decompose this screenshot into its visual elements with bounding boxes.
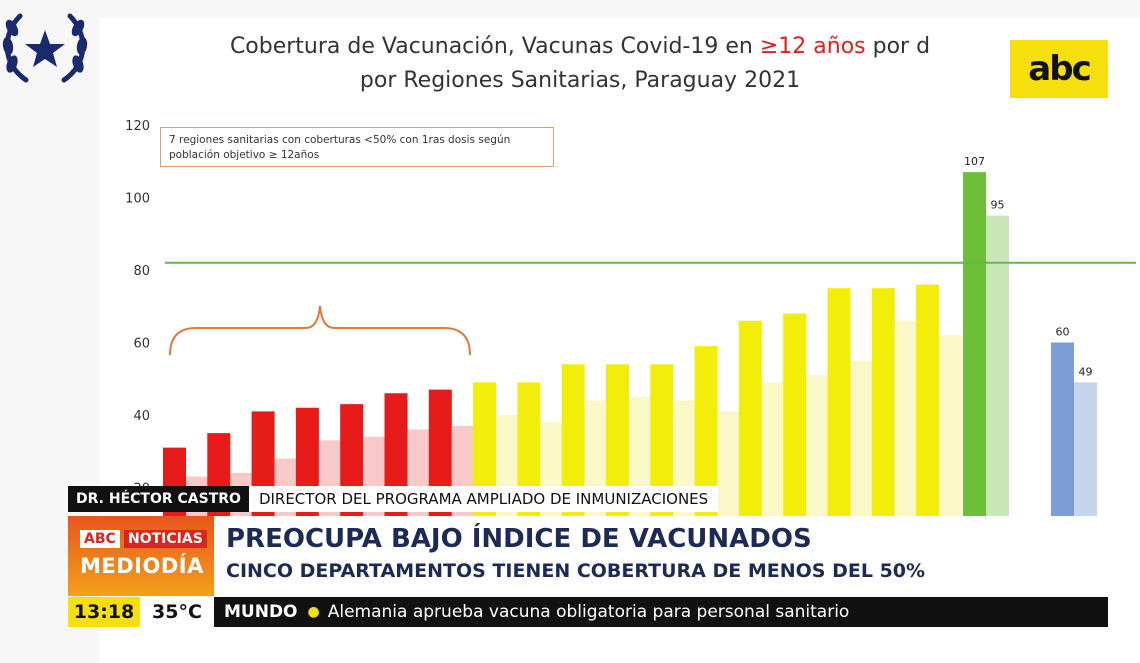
title-part2: por d: [872, 34, 931, 59]
show-brand: ABC NOTICIAS MEDIODÍA: [68, 516, 214, 596]
data-label: 95: [991, 199, 1005, 212]
bar-series1: [827, 288, 851, 560]
bar-series1: [963, 172, 986, 560]
y-tick-label: 100: [125, 192, 150, 207]
bar-series1: [517, 382, 541, 560]
temperature: 35°C: [140, 597, 214, 627]
y-tick-label: 120: [125, 119, 150, 134]
bar-series1: [916, 284, 940, 560]
title-line2: por Regiones Sanitarias, Paraguay 2021: [359, 68, 801, 93]
bar-series2: [761, 382, 785, 560]
brand-noticias: NOTICIAS: [124, 530, 207, 548]
data-label: 49: [1079, 365, 1093, 378]
y-tick-label: 60: [133, 337, 150, 352]
chart-annotation: 7 regiones sanitarias con coberturas <50…: [160, 127, 554, 167]
abc-logo: abc: [1010, 40, 1108, 98]
title-part1: Cobertura de Vacunación, Vacunas Covid-1…: [229, 34, 753, 59]
bar-series2: [850, 360, 874, 560]
headline: PREOCUPA BAJO ÍNDICE DE VACUNADOS: [226, 524, 812, 554]
brand-abc: ABC: [80, 530, 120, 548]
bar-series2: [1074, 382, 1097, 560]
ticker-dot-icon: ●: [307, 604, 320, 620]
headline-box: PREOCUPA BAJO ÍNDICE DE VACUNADOS CINCO …: [214, 516, 1108, 596]
bar-series2: [986, 215, 1009, 560]
bar-series1: [473, 382, 497, 560]
star-laurel-icon: [2, 13, 88, 83]
speaker-name: DR. HÉCTOR CASTRO: [68, 486, 249, 512]
bar-series1: [783, 313, 807, 560]
title-highlight: ≥12 años: [759, 34, 866, 59]
ticker-bar: MUNDO ● Alemania aprueba vacuna obligato…: [214, 597, 1108, 627]
subheadline: CINCO DEPARTAMENTOS TIENEN COBERTURA DE …: [226, 560, 926, 582]
brand-show: MEDIODÍA: [80, 554, 204, 578]
bar-series1: [1051, 342, 1074, 560]
group-brace: [169, 305, 471, 356]
news-ticker: 13:18 35°C MUNDO ● Alemania aprueba vacu…: [68, 597, 1108, 627]
y-tick-label: 80: [133, 264, 150, 279]
ticker-section: MUNDO: [224, 602, 298, 622]
bar-series2: [939, 335, 963, 560]
speaker-name-strip: DR. HÉCTOR CASTRO DIRECTOR DEL PROGRAMA …: [68, 486, 719, 512]
y-tick-label: 40: [133, 409, 150, 424]
clock: 13:18: [68, 597, 140, 627]
bar-series1: [871, 288, 895, 560]
bar-series2: [894, 320, 918, 560]
data-label: 60: [1056, 326, 1070, 339]
bar-series1: [738, 320, 762, 560]
ticker-text: Alemania aprueba vacuna obligatoria para…: [327, 602, 850, 622]
data-label: 107: [964, 155, 985, 168]
bar-series2: [806, 375, 830, 560]
speaker-role: DIRECTOR DEL PROGRAMA AMPLIADO DE INMUNI…: [248, 486, 719, 512]
chart-title: Cobertura de Vacunación, Vacunas Covid-1…: [140, 30, 1020, 98]
